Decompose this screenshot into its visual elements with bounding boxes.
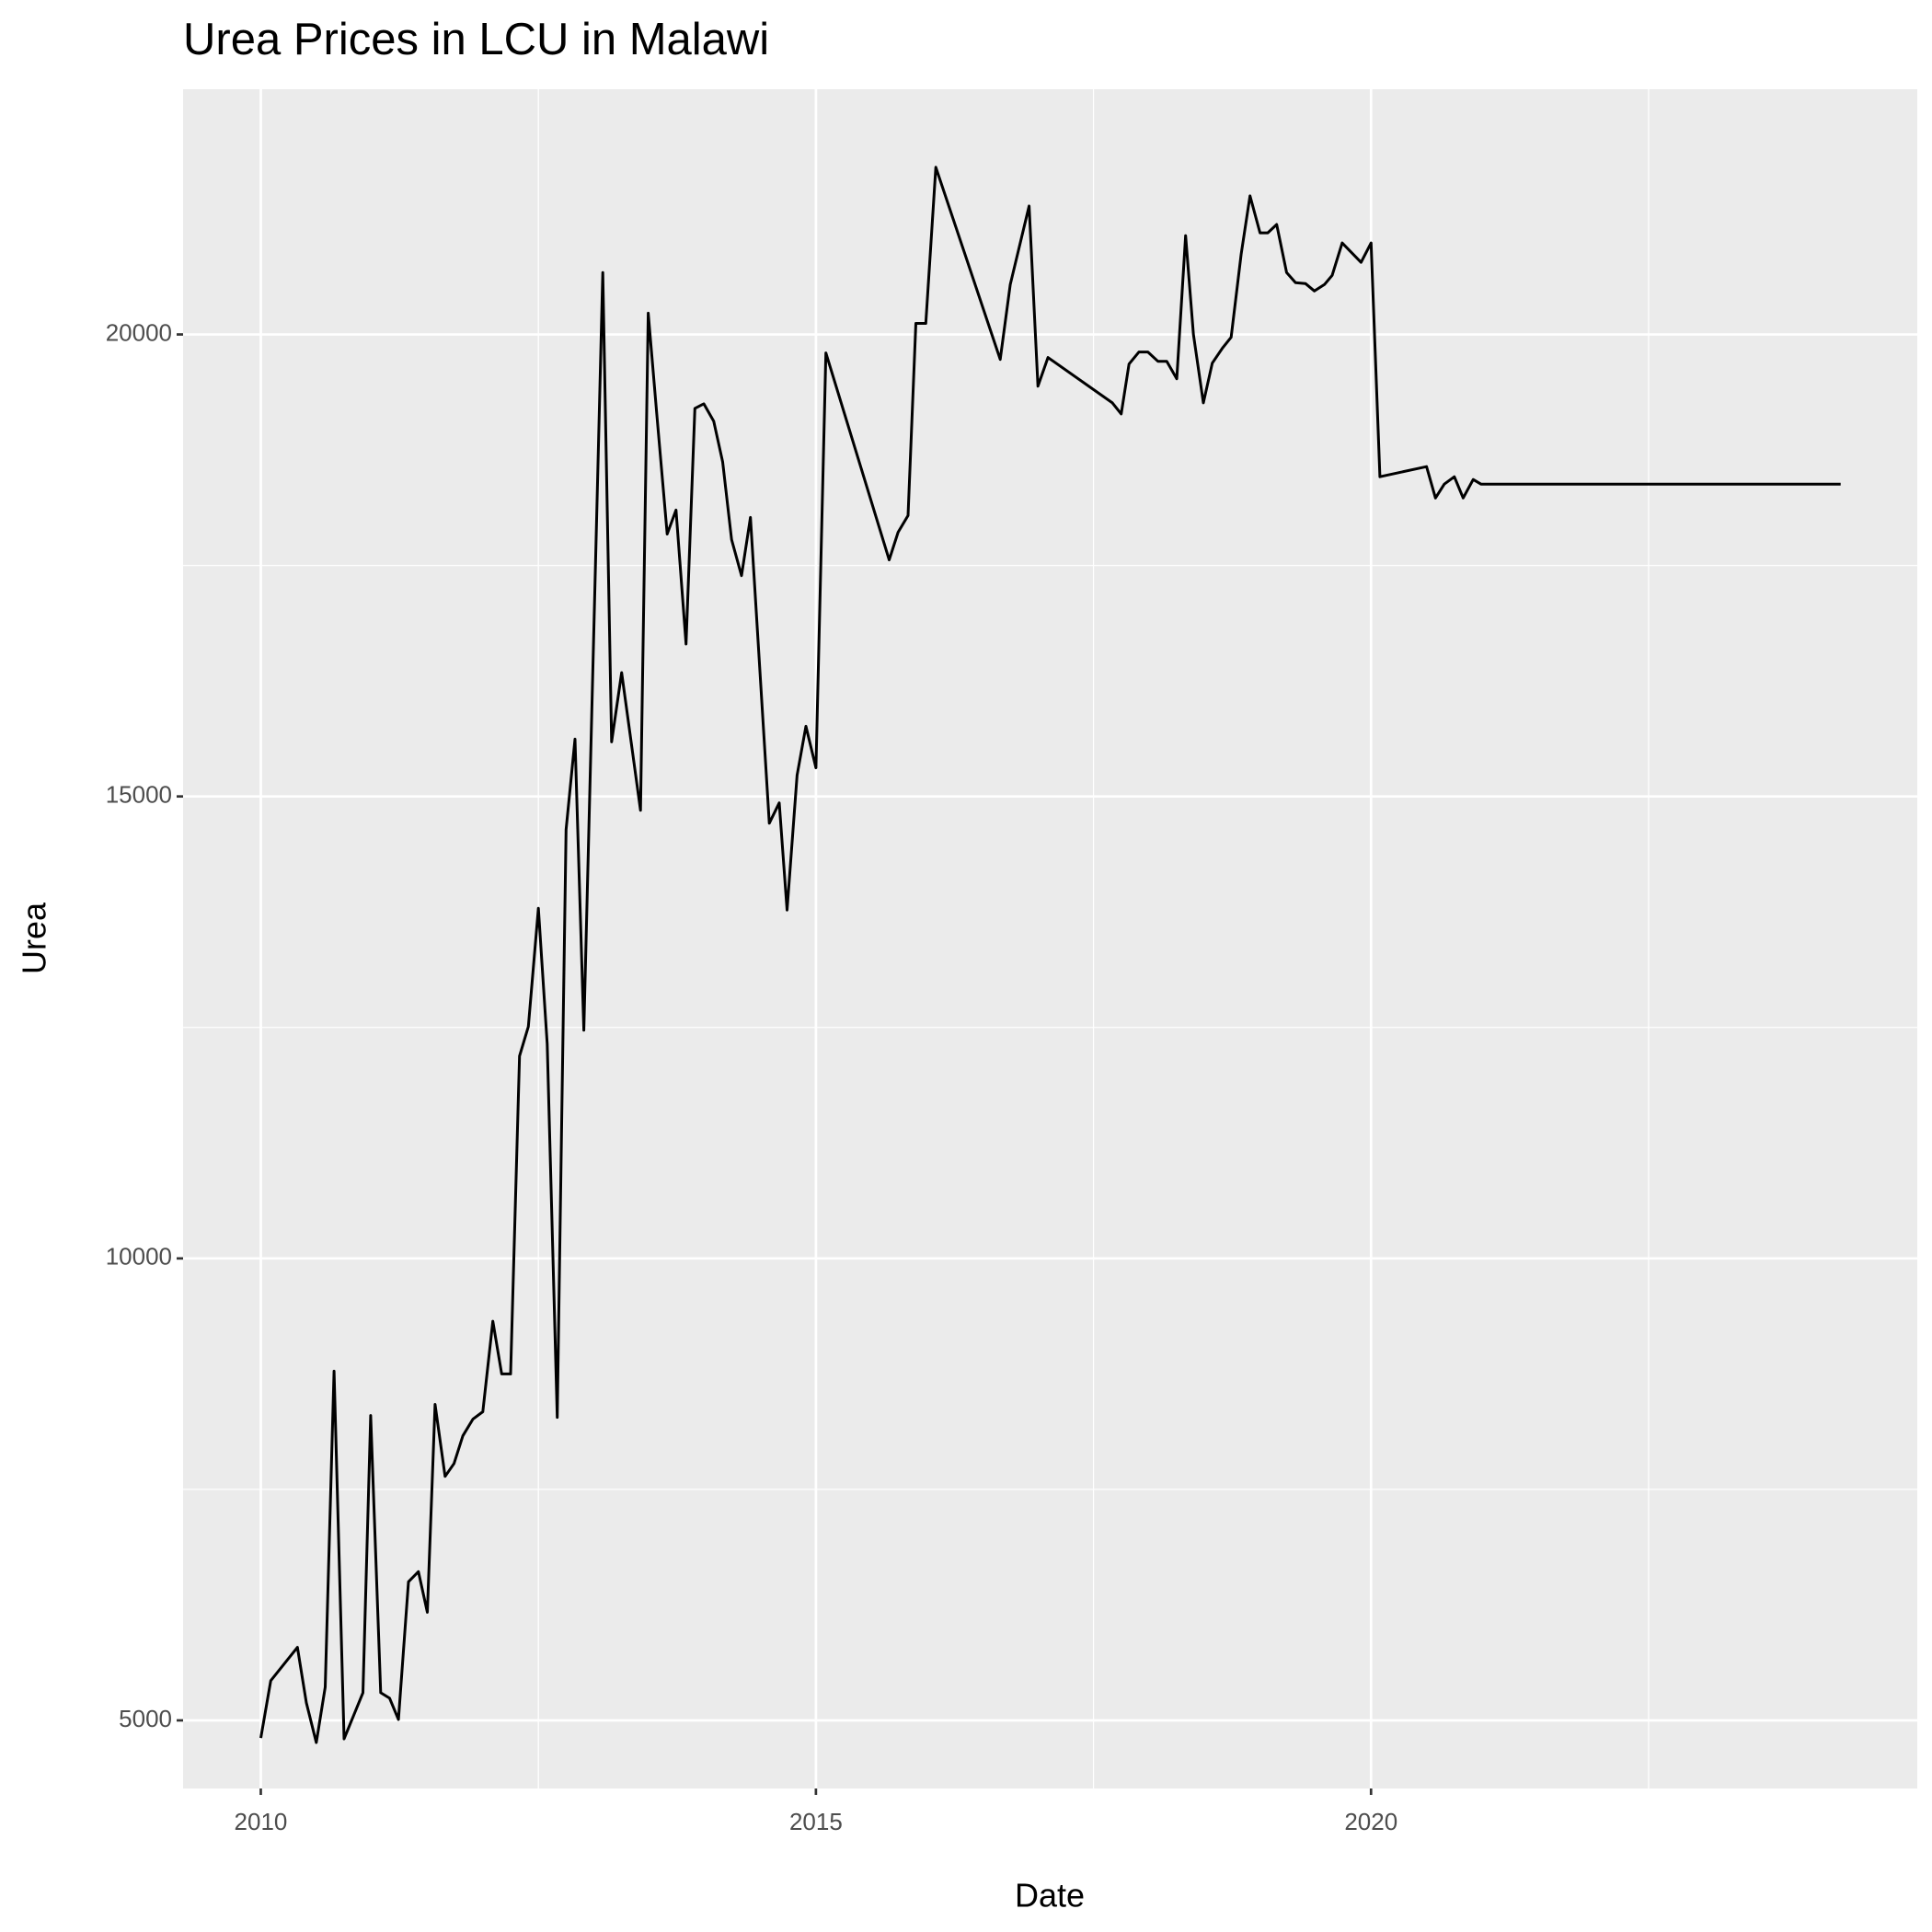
x-tick-label: 2010 (235, 1808, 288, 1835)
x-tick-label: 2015 (789, 1808, 843, 1835)
y-axis-title: Urea (16, 902, 53, 974)
y-tick-label: 10000 (106, 1243, 172, 1271)
chart-title: Urea Prices in LCU in Malawi (183, 15, 769, 64)
x-tick-label: 2020 (1344, 1808, 1397, 1835)
price-line (259, 166, 1841, 1744)
y-tick-label: 5000 (119, 1705, 172, 1732)
y-tick-label: 15000 (106, 781, 172, 809)
y-tick-label: 20000 (106, 318, 172, 346)
plot-panel (183, 89, 1917, 1788)
x-axis-title: Date (1015, 1877, 1085, 1915)
